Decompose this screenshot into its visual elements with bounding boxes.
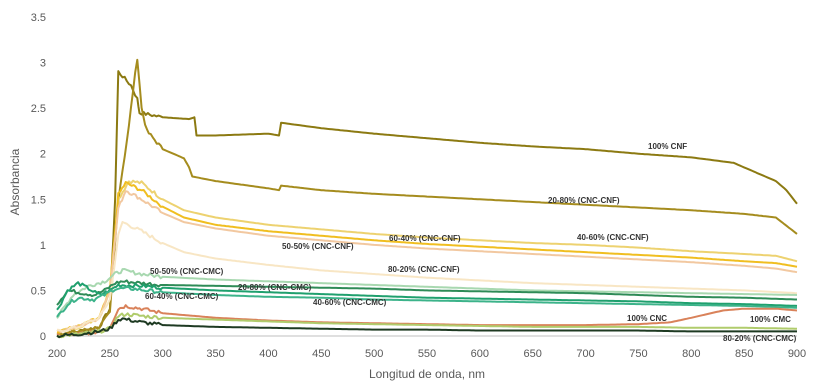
y-tick-label: 0 <box>40 331 46 343</box>
y-axis-title: Absorbancia <box>8 148 22 215</box>
x-tick-label: 350 <box>206 348 224 360</box>
x-axis-title: Longitud de onda, nm <box>369 367 485 381</box>
y-tick-label: 2 <box>40 149 46 161</box>
series-line-8 <box>56 281 798 311</box>
y-tick-label: 3.5 <box>31 12 46 24</box>
x-tick-label: 600 <box>471 348 489 360</box>
x-tick-label: 700 <box>576 348 594 360</box>
x-tick-label: 450 <box>312 348 330 360</box>
series-line-11 <box>56 312 797 339</box>
series-lines <box>56 58 798 339</box>
x-tick-label: 400 <box>259 348 277 360</box>
x-axis-ticks: 200 250 300 350 400 450 500 550 600 650 700 750 800 8… <box>48 348 806 360</box>
x-tick-label: 900 <box>788 348 806 360</box>
y-tick-label: 1.5 <box>31 194 46 206</box>
series-label-11: 100% CMC <box>750 315 791 324</box>
series-line-2 <box>56 179 798 334</box>
series-line-4 <box>56 190 798 334</box>
x-tick-label: 750 <box>629 348 647 360</box>
series-line-9 <box>56 285 797 318</box>
series-line-12 <box>56 317 797 339</box>
y-tick-label: 2.5 <box>31 103 46 115</box>
series-label-7: 20-80% (CNC-CMC) <box>238 283 312 292</box>
x-tick-label: 850 <box>735 348 753 360</box>
series-label-2: 40-60% (CNC-CNF) <box>577 233 649 242</box>
series-line-1 <box>56 58 798 337</box>
series-label-1: 20-80% (CNC-CNF) <box>548 196 620 205</box>
series-label-5: 80-20% (CNC-CNF) <box>388 265 460 274</box>
series-line-6 <box>56 268 798 319</box>
x-tick-label: 650 <box>524 348 542 360</box>
y-axis-ticks: 0 0.5 1 1.5 2 2.5 3 3.5 <box>31 12 46 343</box>
series-label-3: 60-40% (CNC-CNF) <box>389 234 461 243</box>
x-tick-label: 300 <box>154 348 172 360</box>
x-tick-label: 250 <box>101 348 119 360</box>
y-tick-label: 3 <box>40 58 46 70</box>
y-tick-label: 1 <box>40 240 46 252</box>
x-tick-label: 800 <box>682 348 700 360</box>
series-line-0 <box>56 70 798 336</box>
series-labels: 100% CNF 20-80% (CNC-CNF) 40-60% (CNC-CNF)… <box>145 142 797 343</box>
series-label-4: 50-50% (CNC-CNF) <box>282 242 354 251</box>
series-label-0: 100% CNF <box>648 142 687 151</box>
series-label-6: 50-50% (CNC-CMC) <box>150 267 224 276</box>
x-tick-label: 550 <box>418 348 436 360</box>
series-line-7 <box>56 279 797 306</box>
x-tick-label: 500 <box>365 348 383 360</box>
series-label-12: 80-20% (CNC-CMC) <box>723 334 797 343</box>
series-line-3 <box>56 181 798 334</box>
series-label-9: 40-60% (CNC-CMC) <box>313 298 387 307</box>
series-line-5 <box>56 221 798 333</box>
series-label-8: 60-40% (CNC-CMC) <box>145 292 219 301</box>
x-tick-label: 200 <box>48 348 66 360</box>
series-label-10: 100% CNC <box>627 314 667 323</box>
y-tick-label: 0.5 <box>31 285 46 297</box>
